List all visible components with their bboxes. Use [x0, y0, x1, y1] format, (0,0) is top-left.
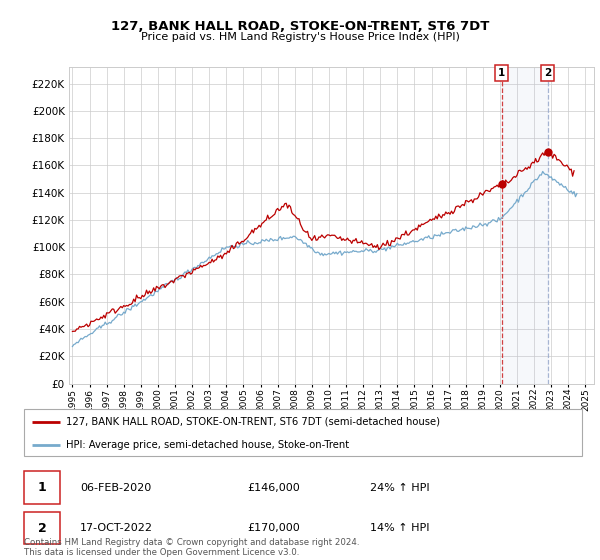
- Text: £146,000: £146,000: [247, 483, 300, 493]
- Bar: [24, 472, 60, 504]
- Text: HPI: Average price, semi-detached house, Stoke-on-Trent: HPI: Average price, semi-detached house,…: [66, 440, 349, 450]
- Bar: [502, 67, 548, 384]
- Text: 14% ↑ HPI: 14% ↑ HPI: [370, 523, 430, 533]
- Text: Contains HM Land Registry data © Crown copyright and database right 2024.
This d: Contains HM Land Registry data © Crown c…: [24, 538, 359, 557]
- Text: 2: 2: [544, 68, 551, 78]
- Text: Price paid vs. HM Land Registry's House Price Index (HPI): Price paid vs. HM Land Registry's House …: [140, 32, 460, 43]
- Text: 127, BANK HALL ROAD, STOKE-ON-TRENT, ST6 7DT: 127, BANK HALL ROAD, STOKE-ON-TRENT, ST6…: [111, 20, 489, 32]
- Text: 127, BANK HALL ROAD, STOKE-ON-TRENT, ST6 7DT (semi-detached house): 127, BANK HALL ROAD, STOKE-ON-TRENT, ST6…: [66, 417, 440, 427]
- Text: 06-FEB-2020: 06-FEB-2020: [80, 483, 151, 493]
- Text: 2: 2: [38, 521, 47, 535]
- Text: 1: 1: [498, 68, 505, 78]
- Text: 24% ↑ HPI: 24% ↑ HPI: [370, 483, 430, 493]
- Text: 1: 1: [38, 481, 47, 494]
- Text: 17-OCT-2022: 17-OCT-2022: [80, 523, 153, 533]
- Bar: [24, 512, 60, 544]
- Text: £170,000: £170,000: [247, 523, 300, 533]
